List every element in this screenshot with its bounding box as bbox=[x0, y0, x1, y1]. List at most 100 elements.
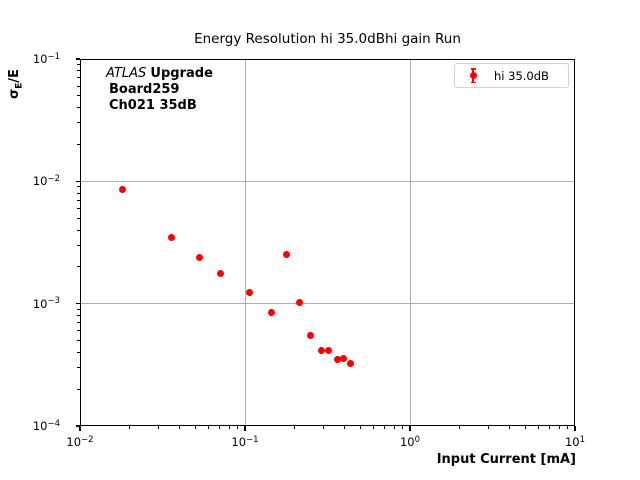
y-minor-tick bbox=[77, 144, 80, 145]
y-minor-tick bbox=[77, 266, 80, 268]
x-minor-tick bbox=[343, 426, 345, 429]
legend-errorbar-marker-icon bbox=[465, 66, 481, 85]
y-minor-tick bbox=[77, 199, 80, 201]
legend: hi 35.0dB bbox=[454, 63, 569, 88]
y-minor-tick bbox=[77, 322, 80, 324]
y-minor-tick bbox=[77, 95, 80, 97]
plot-annotation: ATLAS Upgrade Board259 Ch021 35dB bbox=[106, 66, 213, 114]
x-minor-tick bbox=[178, 426, 180, 429]
data-point bbox=[168, 233, 176, 241]
y-minor-tick bbox=[77, 351, 80, 353]
x-minor-tick bbox=[194, 426, 196, 429]
x-minor-tick bbox=[524, 426, 526, 429]
x-tick-label: 101 bbox=[564, 434, 586, 449]
x-minor-tick bbox=[372, 426, 374, 429]
x-minor-tick bbox=[548, 426, 550, 429]
x-minor-tick bbox=[558, 426, 560, 429]
x-minor-tick bbox=[401, 426, 403, 429]
x-major-tick bbox=[79, 426, 81, 431]
data-point bbox=[267, 308, 275, 316]
data-point bbox=[283, 251, 291, 259]
y-tick-label: 10−4 bbox=[32, 418, 60, 433]
x-minor-tick bbox=[323, 426, 325, 429]
y-minor-tick bbox=[77, 315, 80, 317]
data-point bbox=[296, 299, 304, 307]
x-minor-tick bbox=[566, 426, 568, 429]
y-axis-label-rest: /E bbox=[7, 69, 22, 83]
data-point bbox=[216, 269, 224, 277]
legend-marker-dot bbox=[469, 72, 477, 79]
y-minor-tick bbox=[77, 367, 80, 369]
x-tick-label: 100 bbox=[399, 434, 421, 449]
data-point bbox=[246, 288, 254, 296]
x-axis-label: Input Current [mA] bbox=[436, 452, 576, 467]
x-major-tick bbox=[409, 426, 411, 431]
y-major-tick bbox=[75, 425, 80, 427]
x-minor-tick bbox=[129, 426, 131, 429]
y-tick-label: 10−1 bbox=[32, 51, 60, 66]
x-tick-label: 10−1 bbox=[231, 434, 259, 449]
annotation-upgrade: Upgrade bbox=[150, 66, 213, 81]
y-minor-tick bbox=[77, 330, 80, 332]
major-gridline-x bbox=[409, 59, 411, 426]
y-axis-label-sigma: σ bbox=[7, 88, 22, 99]
x-tick-label: 10−2 bbox=[66, 434, 94, 449]
x-minor-tick bbox=[294, 426, 296, 429]
annotation-line-3: Ch021 35dB bbox=[109, 98, 197, 113]
x-minor-tick bbox=[393, 426, 395, 429]
x-minor-tick bbox=[537, 426, 539, 429]
legend-errorbar-cap-top bbox=[470, 68, 476, 70]
y-tick-label: 10−2 bbox=[32, 173, 60, 189]
legend-label: hi 35.0dB bbox=[494, 68, 549, 83]
x-minor-tick bbox=[488, 426, 490, 429]
x-minor-tick bbox=[359, 426, 361, 429]
y-axis-label: σE/E bbox=[7, 51, 25, 117]
y-minor-tick bbox=[77, 77, 80, 79]
y-minor-tick bbox=[77, 217, 80, 219]
y-tick-label: 10−3 bbox=[32, 296, 60, 311]
data-point bbox=[333, 355, 341, 363]
data-point bbox=[324, 346, 332, 354]
y-minor-tick bbox=[77, 229, 80, 231]
x-minor-tick bbox=[207, 426, 209, 429]
y-minor-tick bbox=[77, 70, 80, 72]
y-minor-tick bbox=[77, 308, 80, 310]
x-minor-tick bbox=[218, 426, 220, 429]
x-major-tick bbox=[574, 426, 576, 431]
y-minor-tick bbox=[77, 339, 80, 341]
y-minor-tick bbox=[77, 107, 80, 109]
x-minor-tick bbox=[383, 426, 385, 429]
x-minor-tick bbox=[228, 426, 230, 429]
y-major-tick bbox=[75, 180, 80, 182]
y-minor-tick bbox=[77, 186, 80, 188]
y-minor-tick bbox=[77, 85, 80, 87]
annotation-line-2: Board259 bbox=[109, 82, 180, 97]
y-minor-tick bbox=[77, 192, 80, 194]
data-point bbox=[306, 331, 314, 339]
y-minor-tick bbox=[77, 388, 80, 390]
y-minor-tick bbox=[77, 207, 80, 209]
x-minor-tick bbox=[508, 426, 510, 429]
x-minor-tick bbox=[236, 426, 238, 429]
major-gridline-x bbox=[244, 59, 246, 426]
y-minor-tick bbox=[77, 244, 80, 246]
y-major-tick bbox=[75, 58, 80, 60]
y-minor-tick bbox=[77, 64, 80, 66]
x-minor-tick bbox=[158, 426, 160, 429]
major-gridline-y bbox=[80, 303, 575, 305]
y-major-tick bbox=[75, 303, 80, 305]
chart-title: Energy Resolution hi 35.0dBhi gain Run bbox=[194, 31, 461, 47]
major-gridline-y bbox=[80, 180, 575, 182]
legend-errorbar-cap-bottom bbox=[470, 81, 476, 83]
data-point bbox=[346, 360, 354, 368]
x-major-tick bbox=[244, 426, 246, 431]
data-point bbox=[196, 253, 203, 261]
data-point bbox=[317, 346, 325, 354]
plot-area bbox=[80, 59, 575, 426]
x-minor-tick bbox=[459, 426, 461, 429]
data-point bbox=[340, 355, 348, 363]
annotation-experiment: ATLAS bbox=[106, 66, 147, 81]
y-minor-tick bbox=[77, 122, 80, 124]
annotation-line-1: ATLAS Upgrade bbox=[106, 66, 213, 82]
